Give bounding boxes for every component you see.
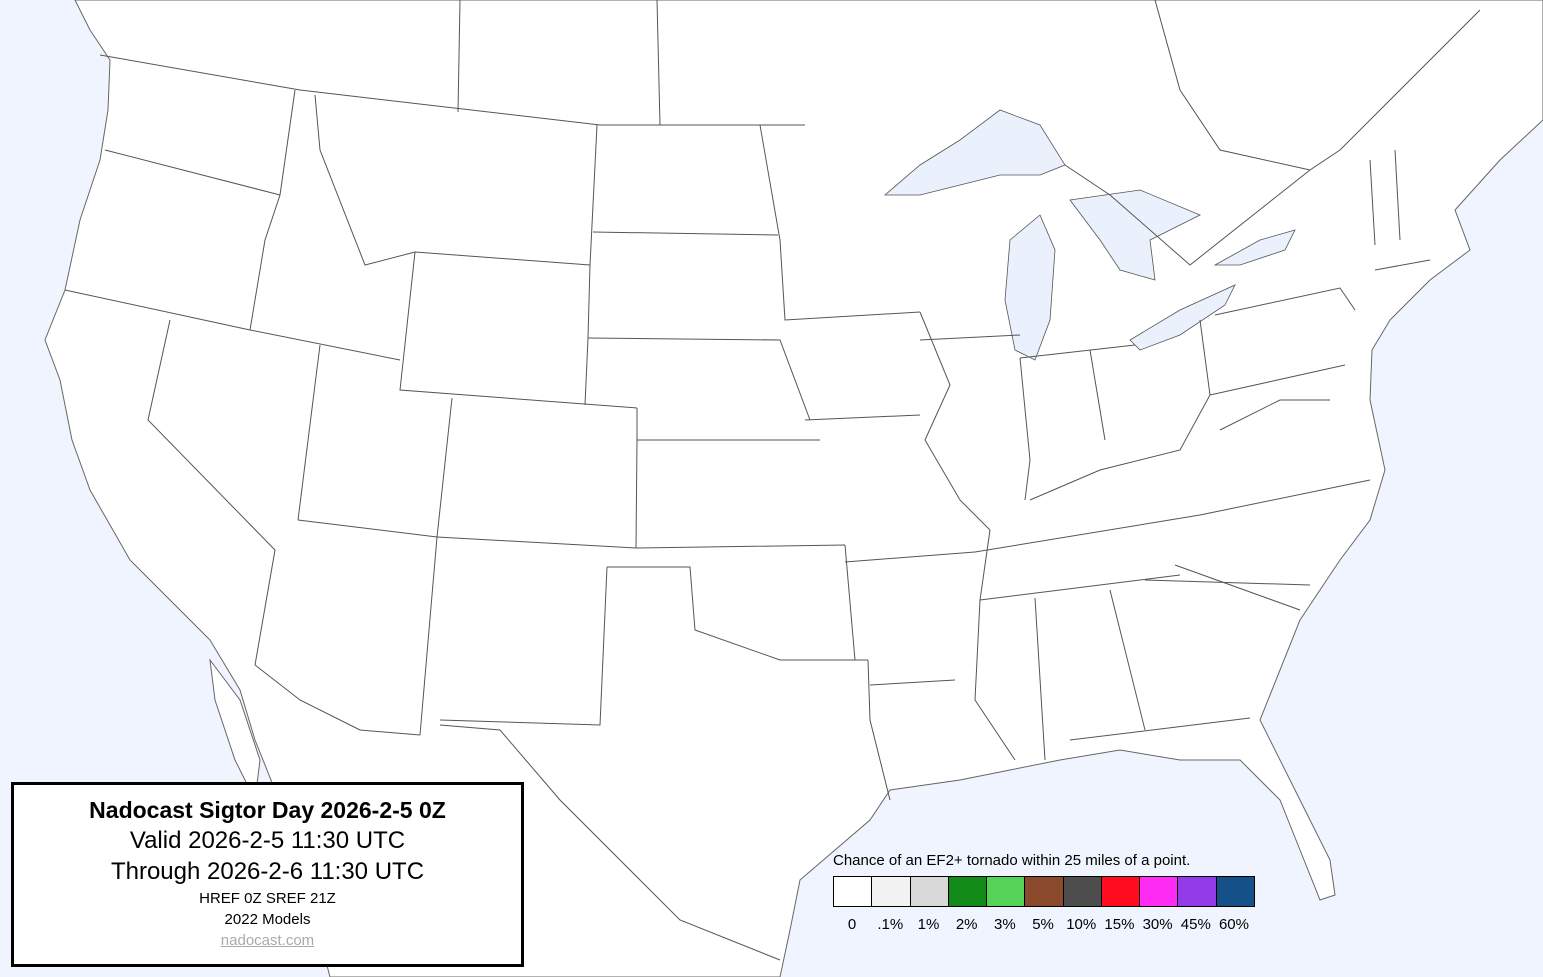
legend-label: 2% [955, 916, 978, 933]
legend-label: 30% [1142, 916, 1173, 933]
nadocast-link[interactable]: nadocast.com [220, 932, 315, 949]
legend-swatch [1025, 877, 1064, 906]
legend-swatch [987, 877, 1026, 906]
forecast-title: Nadocast Sigtor Day 2026-2-5 0Z [89, 797, 446, 823]
legend-label: 15% [1104, 916, 1135, 933]
through-time: Through 2026-2-6 11:30 UTC [110, 858, 425, 885]
model-runs: HREF 0Z SREF 21Z [199, 890, 336, 907]
valid-time: Valid 2026-2-5 11:30 UTC [129, 827, 406, 854]
legend-label: 0 [847, 916, 857, 933]
legend-label: .1% [877, 916, 904, 933]
legend-swatch [1063, 877, 1102, 906]
legend-swatch [1178, 877, 1217, 906]
land [44, 0, 1543, 977]
legend-label: 5% [1032, 916, 1054, 933]
legend-caption: Chance of an EF2+ tornado within 25 mile… [833, 852, 1191, 869]
forecast-info-box: Nadocast Sigtor Day 2026-2-5 0Z Valid 20… [11, 782, 524, 967]
probability-legend: Chance of an EF2+ tornado within 25 mile… [833, 852, 1255, 933]
legend-label: 10% [1066, 916, 1097, 933]
legend-swatch [1140, 877, 1179, 906]
legend-swatch [872, 877, 911, 906]
legend-swatch [948, 877, 988, 906]
legend-swatches [833, 876, 1255, 907]
state-borders [64, 0, 1481, 961]
legend-label: 3% [994, 916, 1016, 933]
great-lakes [883, 109, 1296, 361]
lake-michigan [1004, 214, 1056, 361]
legend-label: 60% [1218, 916, 1249, 933]
legend-swatch [1216, 877, 1254, 906]
model-version: 2022 Models [224, 911, 311, 928]
legend-label: 45% [1180, 916, 1211, 933]
legend-label: 1% [917, 916, 940, 933]
legend-swatch [910, 877, 949, 906]
legend-swatch [1101, 877, 1141, 906]
legend-swatch [834, 877, 873, 906]
lake-ontario [1213, 229, 1296, 266]
lake-huron [1069, 189, 1201, 281]
legend-labels: 0 .1% 1% 2% 3% 5% 10% 15% 30% 45% 60% [833, 916, 1255, 933]
lake-erie [1129, 284, 1236, 351]
